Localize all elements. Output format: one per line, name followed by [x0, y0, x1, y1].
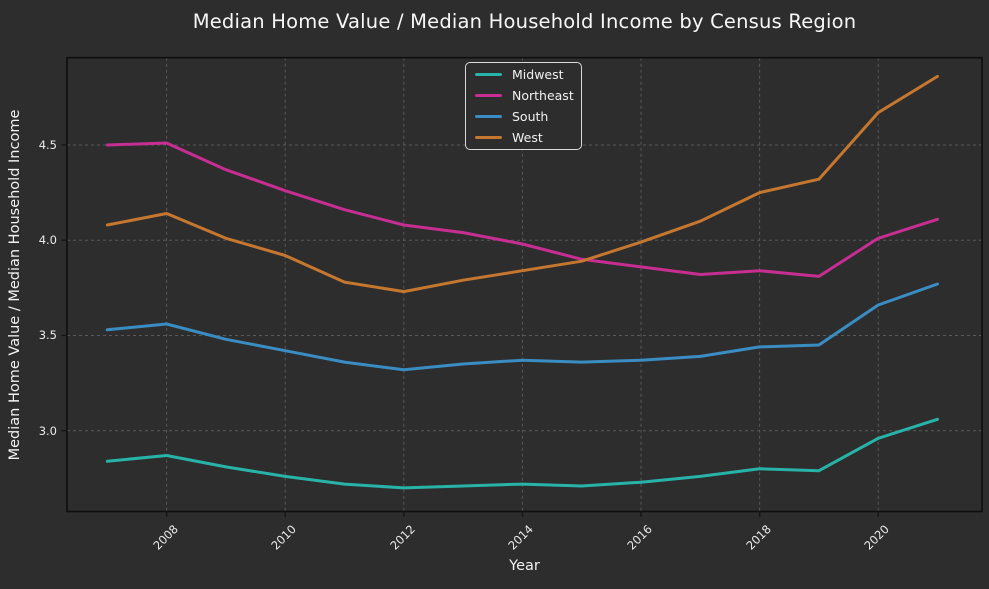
series-line-south — [105, 282, 939, 372]
legend-item-west: West — [475, 129, 581, 145]
legend-label: Northeast — [512, 87, 574, 103]
legend-label: West — [512, 129, 543, 145]
series-line-west — [105, 74, 939, 294]
y-tick-label: 4.5 — [38, 137, 57, 152]
x-axis-label: Year — [509, 558, 540, 574]
legend-swatch-icon — [475, 135, 502, 140]
legend-item-northeast: Northeast — [475, 87, 581, 103]
y-tick-label: 4.0 — [38, 233, 57, 248]
legend-swatch-icon — [475, 93, 502, 98]
series-line-midwest — [105, 417, 939, 490]
y-tick-label: 3.0 — [38, 423, 57, 438]
y-tick-label: 3.5 — [38, 328, 57, 343]
legend: Midwest Northeast South West — [465, 62, 582, 150]
legend-item-midwest: Midwest — [475, 66, 581, 82]
series-line-northeast — [105, 141, 939, 278]
legend-label: South — [512, 108, 549, 124]
legend-swatch-icon — [475, 72, 502, 77]
legend-item-south: South — [475, 108, 581, 124]
axes-spines — [66, 56, 983, 513]
y-axis-label: Median Home Value / Median Household Inc… — [7, 109, 23, 461]
legend-label: Midwest — [512, 66, 564, 82]
chart-title: Median Home Value / Median Household Inc… — [192, 10, 857, 33]
legend-swatch-icon — [475, 114, 502, 119]
